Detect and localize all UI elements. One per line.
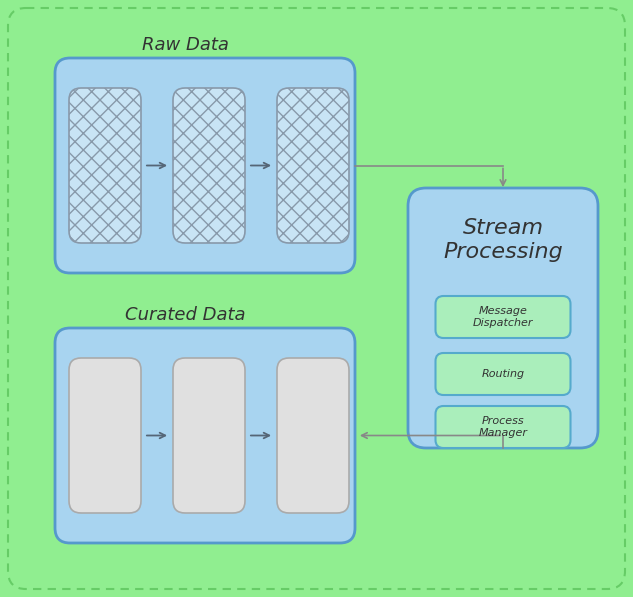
FancyBboxPatch shape	[436, 353, 570, 395]
FancyBboxPatch shape	[408, 188, 598, 448]
FancyBboxPatch shape	[436, 296, 570, 338]
FancyBboxPatch shape	[173, 88, 245, 243]
FancyBboxPatch shape	[277, 88, 349, 243]
Text: Process
Manager: Process Manager	[479, 416, 527, 438]
Text: Routing: Routing	[482, 369, 525, 379]
FancyBboxPatch shape	[69, 88, 141, 243]
FancyBboxPatch shape	[69, 358, 141, 513]
Text: Message
Dispatcher: Message Dispatcher	[473, 306, 533, 328]
FancyBboxPatch shape	[55, 328, 355, 543]
Text: Stream
Processing: Stream Processing	[443, 217, 563, 263]
FancyBboxPatch shape	[436, 406, 570, 448]
Text: Raw Data: Raw Data	[142, 36, 229, 54]
FancyBboxPatch shape	[173, 358, 245, 513]
FancyBboxPatch shape	[55, 58, 355, 273]
Text: Curated Data: Curated Data	[125, 306, 245, 324]
FancyBboxPatch shape	[277, 358, 349, 513]
